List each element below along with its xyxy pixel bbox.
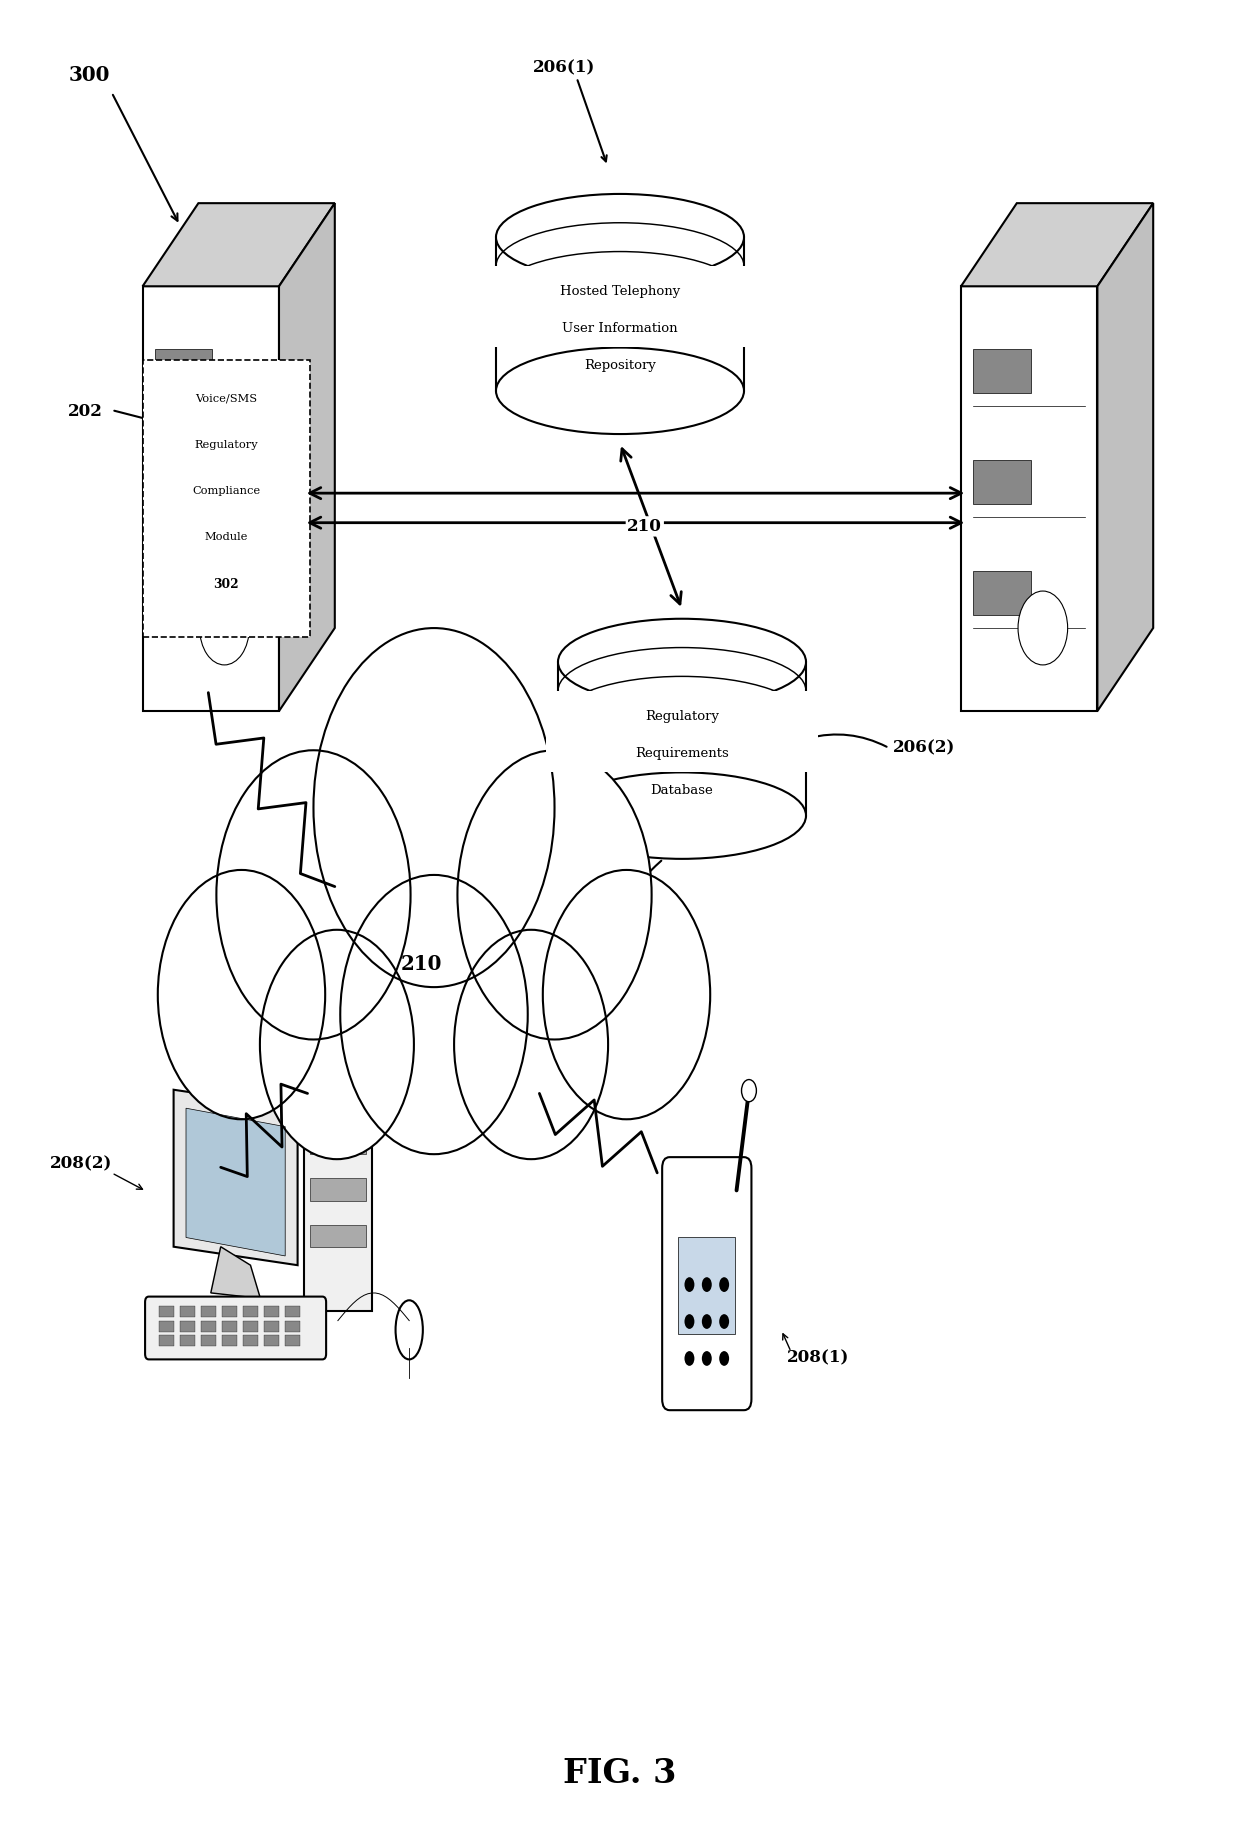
Circle shape	[684, 1278, 694, 1293]
Bar	[264, 1321, 279, 1332]
Bar	[159, 1335, 174, 1346]
Circle shape	[454, 929, 608, 1160]
Bar	[546, 691, 818, 742]
Bar	[143, 360, 310, 637]
Bar	[180, 1335, 195, 1346]
Polygon shape	[174, 1090, 298, 1265]
Text: 206(1): 206(1)	[533, 59, 595, 76]
Bar	[310, 1132, 366, 1154]
Circle shape	[719, 1278, 729, 1293]
Text: Hosted Telephony: Hosted Telephony	[560, 284, 680, 299]
Circle shape	[702, 1313, 712, 1330]
Text: Module: Module	[205, 532, 248, 541]
Text: 300: 300	[68, 65, 109, 85]
Text: Regulatory: Regulatory	[195, 440, 258, 449]
Text: User Information: User Information	[562, 321, 678, 336]
Text: FIG. 3: FIG. 3	[563, 1756, 677, 1790]
Circle shape	[742, 1079, 756, 1101]
Text: Regulatory: Regulatory	[645, 709, 719, 724]
Bar	[285, 1321, 300, 1332]
Text: Requirements: Requirements	[635, 746, 729, 761]
Text: 208(2): 208(2)	[50, 1154, 112, 1173]
Bar	[180, 1321, 195, 1332]
Bar	[484, 266, 756, 318]
Bar	[222, 1335, 237, 1346]
Bar	[243, 1321, 258, 1332]
Text: 302: 302	[213, 578, 239, 591]
Bar	[264, 1335, 279, 1346]
Ellipse shape	[558, 619, 806, 706]
Bar	[222, 1321, 237, 1332]
Circle shape	[684, 1352, 694, 1365]
Polygon shape	[143, 203, 335, 286]
Bar	[180, 1306, 195, 1317]
Circle shape	[1018, 591, 1068, 665]
Bar	[222, 1306, 237, 1317]
Polygon shape	[186, 1108, 285, 1256]
Text: 210: 210	[401, 955, 443, 973]
Circle shape	[216, 750, 410, 1040]
Circle shape	[543, 870, 711, 1119]
Bar	[155, 460, 212, 504]
Polygon shape	[279, 203, 335, 711]
Text: Repository: Repository	[584, 358, 656, 373]
Bar	[201, 1335, 216, 1346]
Text: 204(1): 204(1)	[1048, 403, 1110, 419]
Bar	[155, 571, 212, 615]
Polygon shape	[211, 1247, 260, 1298]
FancyBboxPatch shape	[662, 1156, 751, 1411]
Bar	[310, 1178, 366, 1201]
Bar	[310, 1225, 366, 1247]
Circle shape	[314, 628, 554, 986]
Circle shape	[458, 750, 652, 1040]
Bar	[678, 1237, 735, 1334]
Bar	[155, 349, 212, 393]
Bar	[201, 1306, 216, 1317]
Bar	[201, 1321, 216, 1332]
Bar	[159, 1306, 174, 1317]
Bar	[285, 1306, 300, 1317]
Bar	[264, 1306, 279, 1317]
Text: 208(1): 208(1)	[787, 1348, 849, 1367]
Bar	[546, 720, 818, 772]
Ellipse shape	[558, 772, 806, 859]
Ellipse shape	[396, 1300, 423, 1359]
Circle shape	[260, 929, 414, 1160]
Bar	[304, 1117, 372, 1311]
Circle shape	[702, 1352, 712, 1365]
Bar	[973, 571, 1030, 615]
Ellipse shape	[496, 347, 744, 434]
Bar	[973, 460, 1030, 504]
Bar	[159, 1321, 174, 1332]
Text: Compliance: Compliance	[192, 486, 260, 495]
Circle shape	[340, 875, 528, 1154]
Circle shape	[684, 1313, 694, 1330]
Bar	[285, 1335, 300, 1346]
Polygon shape	[558, 661, 806, 816]
Bar	[243, 1306, 258, 1317]
Polygon shape	[496, 236, 744, 392]
Text: 202: 202	[68, 403, 103, 419]
Polygon shape	[961, 286, 1097, 711]
Polygon shape	[961, 203, 1153, 286]
Bar	[243, 1335, 258, 1346]
Circle shape	[719, 1352, 729, 1365]
Text: Database: Database	[651, 783, 713, 798]
Text: 206(2): 206(2)	[893, 739, 955, 757]
Polygon shape	[1097, 203, 1153, 711]
FancyBboxPatch shape	[145, 1297, 326, 1359]
Text: Voice/SMS: Voice/SMS	[195, 393, 258, 403]
Circle shape	[702, 1278, 712, 1293]
Circle shape	[200, 591, 249, 665]
Circle shape	[157, 870, 325, 1119]
Polygon shape	[143, 286, 279, 711]
Bar	[484, 296, 756, 347]
Ellipse shape	[496, 194, 744, 281]
Text: 210: 210	[627, 517, 662, 536]
Circle shape	[719, 1313, 729, 1330]
Bar	[973, 349, 1030, 393]
